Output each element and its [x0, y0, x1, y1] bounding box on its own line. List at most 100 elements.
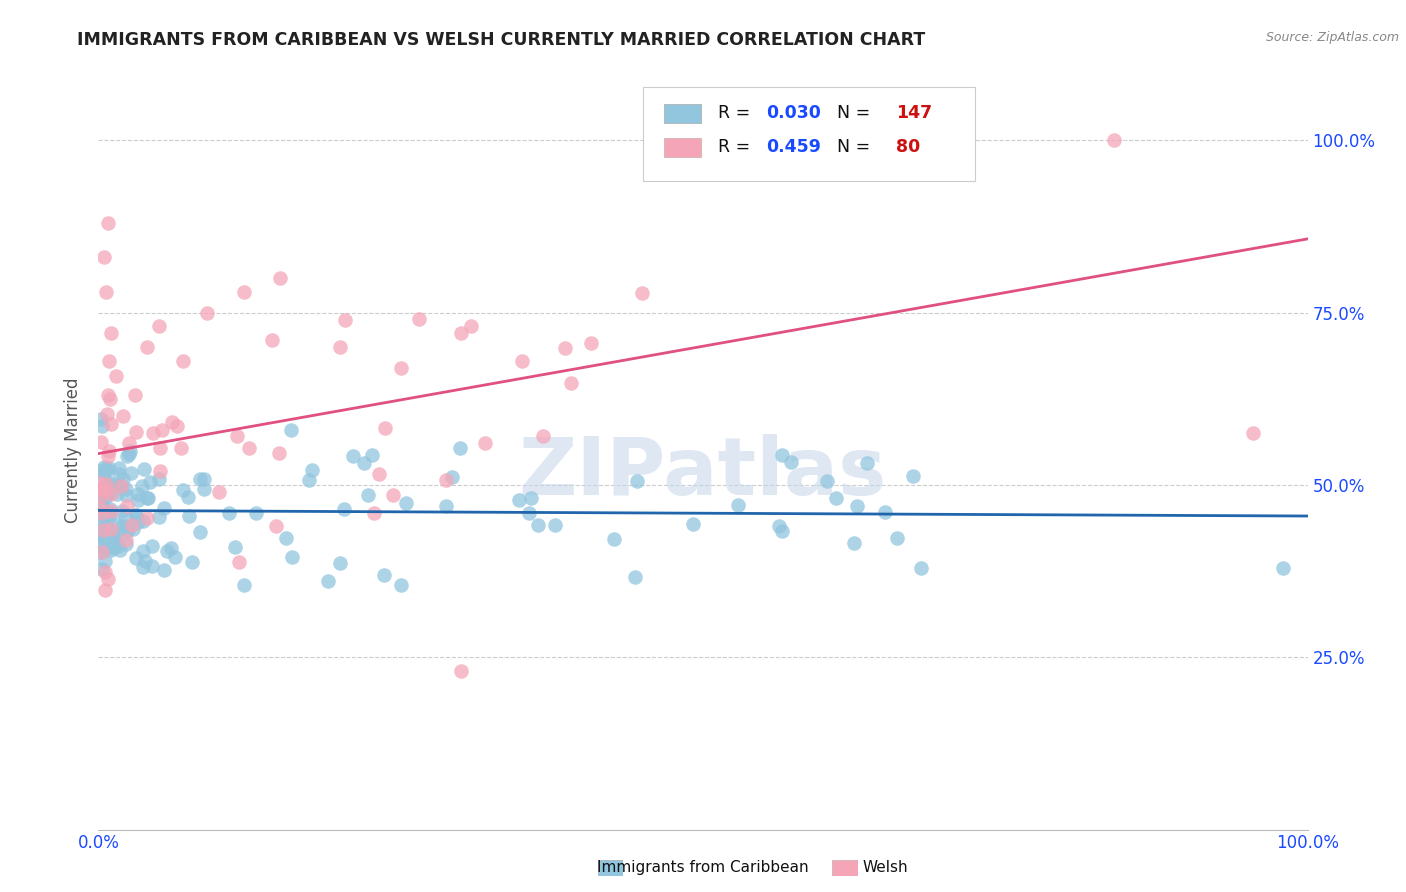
Point: [98, 444, 121, 458]
Point: [188, 525, 211, 540]
Point: [142, 426, 165, 441]
Point: [124, 551, 146, 566]
Point: [97, 449, 120, 463]
Point: [118, 435, 141, 450]
Point: [169, 441, 191, 455]
Point: [98, 502, 121, 516]
Point: [342, 449, 364, 463]
Point: [329, 340, 352, 354]
Text: Immigrants from Caribbean: Immigrants from Caribbean: [598, 860, 808, 874]
Point: [280, 423, 302, 437]
Point: [132, 462, 155, 476]
Text: IMMIGRANTS FROM CARIBBEAN VS WELSH CURRENTLY MARRIED CORRELATION CHART: IMMIGRANTS FROM CARIBBEAN VS WELSH CURRE…: [77, 31, 925, 49]
Point: [160, 415, 183, 429]
Point: [125, 508, 148, 522]
Point: [97, 387, 120, 401]
Point: [1241, 426, 1264, 441]
Point: [395, 496, 418, 510]
Text: 147: 147: [897, 104, 932, 122]
Point: [1272, 560, 1295, 574]
Point: [98, 461, 121, 475]
Point: [517, 506, 540, 520]
Point: [93, 525, 115, 540]
Point: [121, 518, 143, 533]
Point: [90, 412, 112, 426]
Point: [623, 570, 645, 584]
Point: [97, 509, 120, 524]
Point: [90, 482, 112, 496]
Point: [301, 463, 323, 477]
Point: [100, 543, 122, 558]
Point: [136, 511, 159, 525]
Point: [89, 475, 111, 490]
Point: [232, 285, 254, 299]
Point: [100, 417, 122, 431]
Point: [188, 472, 211, 486]
Point: [165, 550, 187, 565]
Point: [96, 407, 118, 421]
Point: [519, 491, 541, 505]
Point: [115, 449, 138, 463]
Point: [105, 487, 128, 501]
Point: [148, 319, 170, 334]
Point: [333, 312, 356, 326]
Point: [218, 506, 240, 520]
FancyBboxPatch shape: [643, 87, 976, 181]
Point: [238, 441, 260, 455]
Point: [434, 499, 457, 513]
Point: [89, 489, 111, 503]
Point: [98, 484, 121, 499]
Point: [353, 457, 375, 471]
Point: [104, 369, 127, 384]
Point: [90, 419, 112, 434]
Point: [127, 492, 149, 507]
Point: [770, 449, 793, 463]
Point: [768, 519, 790, 533]
Point: [122, 522, 145, 536]
Point: [526, 518, 548, 533]
Point: [152, 423, 174, 437]
Point: [94, 465, 117, 479]
Point: [94, 491, 117, 505]
Point: [845, 499, 868, 513]
Point: [815, 475, 838, 489]
Point: [115, 537, 138, 551]
Point: [131, 478, 153, 492]
Point: [118, 447, 141, 461]
Point: [97, 572, 120, 586]
Point: [91, 523, 114, 537]
Point: [450, 326, 472, 341]
Point: [148, 472, 170, 486]
Point: [100, 326, 122, 341]
Point: [361, 448, 384, 462]
Point: [100, 522, 122, 536]
Point: [104, 517, 127, 532]
Point: [177, 490, 200, 504]
Text: R =: R =: [717, 104, 755, 122]
Point: [127, 487, 149, 501]
Point: [97, 478, 120, 492]
Point: [101, 526, 124, 541]
Text: Source: ZipAtlas.com: Source: ZipAtlas.com: [1265, 31, 1399, 45]
Text: N =: N =: [827, 138, 876, 156]
Point: [508, 493, 530, 508]
Point: [155, 544, 177, 558]
Point: [245, 506, 267, 520]
Point: [93, 251, 115, 265]
Point: [434, 474, 457, 488]
Point: [132, 560, 155, 574]
Point: [132, 544, 155, 558]
Text: R =: R =: [717, 138, 755, 156]
Point: [124, 388, 146, 402]
Point: [93, 554, 115, 568]
Point: [779, 455, 801, 469]
Point: [89, 516, 111, 530]
Point: [118, 443, 141, 458]
Point: [440, 469, 463, 483]
Point: [97, 216, 120, 230]
Point: [232, 578, 254, 592]
Point: [901, 469, 924, 483]
Point: [117, 522, 139, 536]
Point: [382, 488, 405, 502]
Point: [94, 582, 117, 597]
